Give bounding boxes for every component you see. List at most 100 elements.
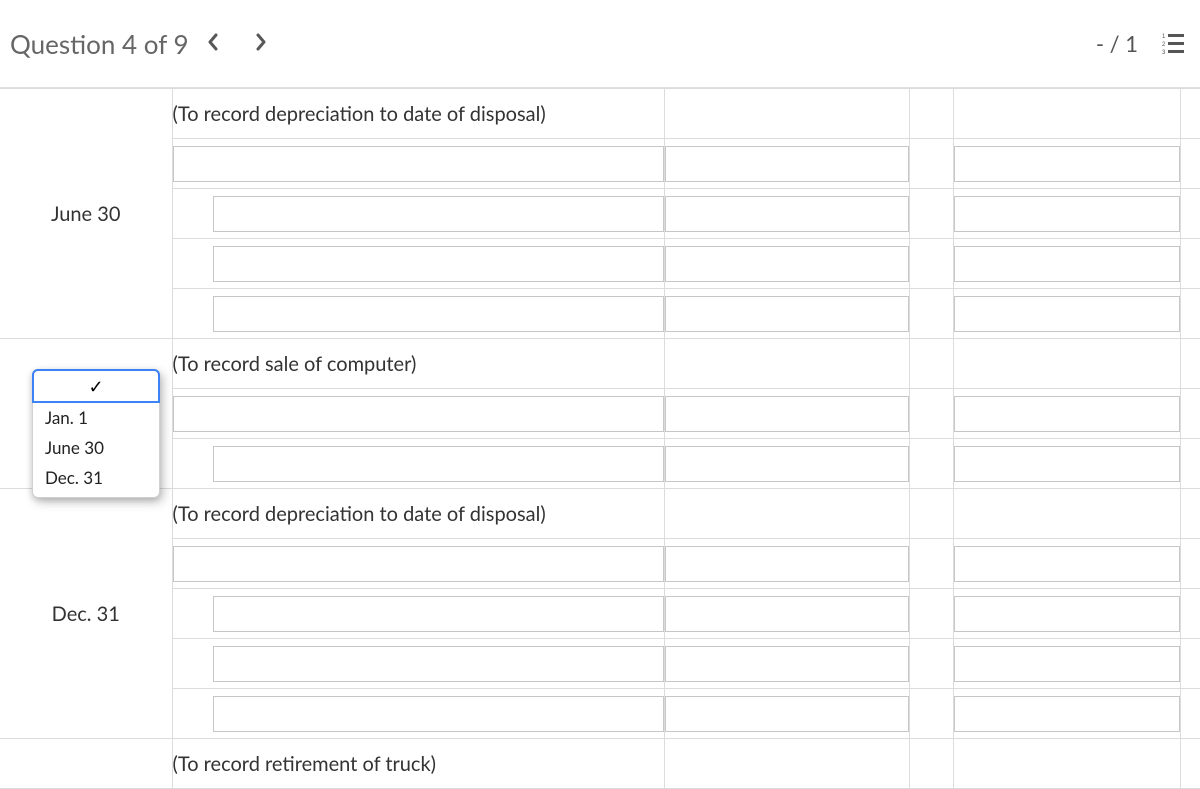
table-row: (To record retirement of truck) xyxy=(0,739,1200,789)
account-title-input[interactable] xyxy=(213,696,664,732)
end-cell xyxy=(1180,289,1200,339)
svg-text:1: 1 xyxy=(1162,34,1166,40)
question-title: Question 4 of 9 xyxy=(10,28,189,60)
account-title-input[interactable] xyxy=(213,196,664,232)
spacer-cell xyxy=(909,439,953,489)
debit-input[interactable] xyxy=(665,446,909,482)
debit-input[interactable] xyxy=(665,196,909,232)
svg-text:3: 3 xyxy=(1162,50,1166,55)
debit-input[interactable] xyxy=(665,246,909,282)
date-cell[interactable]: June 30 xyxy=(0,89,172,339)
end-cell xyxy=(1180,189,1200,239)
empty-cell xyxy=(953,339,1180,389)
date-cell[interactable]: Dec. 31 xyxy=(0,489,172,739)
table-row xyxy=(0,289,1200,339)
dropdown-option[interactable]: June 30 xyxy=(33,433,159,463)
table-row: Dec. 31 (To record depreciation to date … xyxy=(0,489,1200,539)
score-area: - / 1 1 2 3 xyxy=(1096,30,1184,57)
journal-table: June 30 (To record depreciation to date … xyxy=(0,88,1200,789)
end-cell xyxy=(1180,89,1200,139)
check-icon: ✓ xyxy=(88,375,103,398)
table-row xyxy=(0,539,1200,589)
credit-input[interactable] xyxy=(954,146,1180,182)
table-row xyxy=(0,439,1200,489)
score-display: - / 1 xyxy=(1096,30,1138,57)
table-row xyxy=(0,589,1200,639)
spacer-cell xyxy=(909,189,953,239)
empty-cell xyxy=(953,739,1180,789)
account-title-input[interactable] xyxy=(213,446,664,482)
end-cell xyxy=(1180,589,1200,639)
debit-input[interactable] xyxy=(665,296,909,332)
credit-input[interactable] xyxy=(954,396,1180,432)
entry-description: (To record sale of computer) xyxy=(172,339,664,389)
end-cell xyxy=(1180,689,1200,739)
spacer-cell xyxy=(909,89,953,139)
table-row xyxy=(0,239,1200,289)
account-title-input[interactable] xyxy=(213,296,664,332)
spacer-cell xyxy=(909,539,953,589)
table-row xyxy=(0,139,1200,189)
table-row xyxy=(0,689,1200,739)
debit-input[interactable] xyxy=(665,646,909,682)
end-cell xyxy=(1180,389,1200,439)
debit-input[interactable] xyxy=(665,596,909,632)
svg-text:2: 2 xyxy=(1162,42,1166,48)
credit-input[interactable] xyxy=(954,246,1180,282)
credit-input[interactable] xyxy=(954,196,1180,232)
table-row xyxy=(0,389,1200,439)
credit-input[interactable] xyxy=(954,446,1180,482)
table-row xyxy=(0,639,1200,689)
entry-description: (To record depreciation to date of dispo… xyxy=(172,489,664,539)
account-title-input[interactable] xyxy=(173,396,664,432)
empty-cell xyxy=(953,89,1180,139)
table-row xyxy=(0,189,1200,239)
account-title-input[interactable] xyxy=(213,646,664,682)
account-title-input[interactable] xyxy=(213,246,664,282)
spacer-cell xyxy=(909,689,953,739)
end-cell xyxy=(1180,539,1200,589)
empty-cell xyxy=(664,89,909,139)
spacer-cell xyxy=(909,139,953,189)
credit-input[interactable] xyxy=(954,296,1180,332)
end-cell xyxy=(1180,239,1200,289)
prev-question-button[interactable] xyxy=(207,32,219,56)
spacer-cell xyxy=(909,739,953,789)
next-question-button[interactable] xyxy=(255,32,267,56)
empty-cell xyxy=(953,489,1180,539)
end-cell xyxy=(1180,439,1200,489)
end-cell xyxy=(1180,489,1200,539)
spacer-cell xyxy=(909,239,953,289)
empty-cell xyxy=(664,339,909,389)
date-cell[interactable] xyxy=(0,739,172,789)
credit-input[interactable] xyxy=(954,646,1180,682)
credit-input[interactable] xyxy=(954,596,1180,632)
entry-description: (To record depreciation to date of dispo… xyxy=(172,89,664,139)
debit-input[interactable] xyxy=(665,696,909,732)
account-title-input[interactable] xyxy=(173,546,664,582)
spacer-cell xyxy=(909,639,953,689)
spacer-cell xyxy=(909,489,953,539)
empty-cell xyxy=(664,739,909,789)
end-cell xyxy=(1180,639,1200,689)
spacer-cell xyxy=(909,589,953,639)
debit-input[interactable] xyxy=(665,546,909,582)
account-title-input[interactable] xyxy=(213,596,664,632)
credit-input[interactable] xyxy=(954,696,1180,732)
date-dropdown: ✓ Jan. 1 June 30 Dec. 31 xyxy=(32,369,160,498)
end-cell xyxy=(1180,739,1200,789)
journal-table-wrap: June 30 (To record depreciation to date … xyxy=(0,88,1200,789)
question-list-icon[interactable]: 1 2 3 xyxy=(1160,33,1184,55)
empty-cell xyxy=(664,489,909,539)
account-title-input[interactable] xyxy=(173,146,664,182)
debit-input[interactable] xyxy=(665,396,909,432)
entry-description: (To record retirement of truck) xyxy=(172,739,664,789)
dropdown-option[interactable]: Jan. 1 xyxy=(33,403,159,433)
end-cell xyxy=(1180,139,1200,189)
dropdown-option[interactable]: Dec. 31 xyxy=(33,463,159,497)
spacer-cell xyxy=(909,339,953,389)
spacer-cell xyxy=(909,289,953,339)
debit-input[interactable] xyxy=(665,146,909,182)
credit-input[interactable] xyxy=(954,546,1180,582)
dropdown-blank-option[interactable]: ✓ xyxy=(32,369,160,403)
